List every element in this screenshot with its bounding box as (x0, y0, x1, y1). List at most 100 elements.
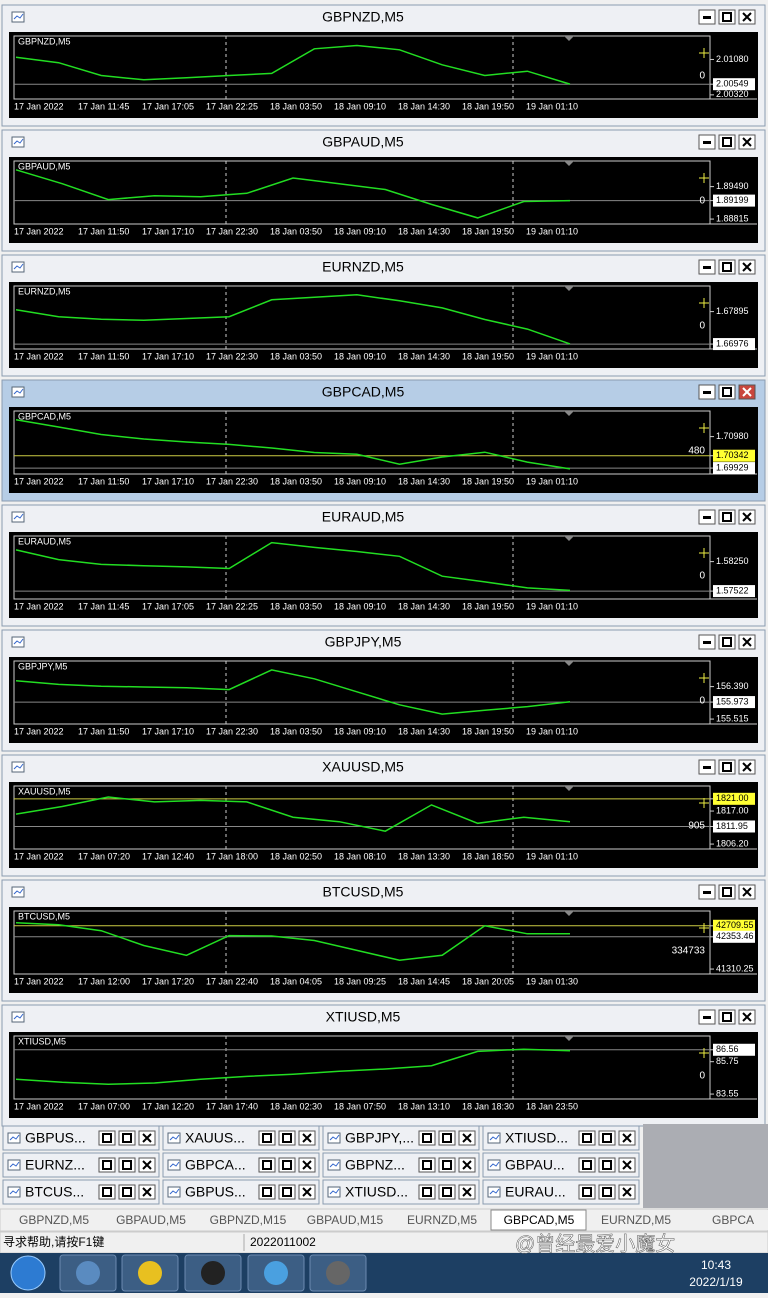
icon (703, 16, 711, 19)
icon (703, 766, 711, 769)
x-tick-label: 18 Jan 20:05 (462, 976, 514, 986)
icon (9, 1161, 20, 1168)
minimized-title: EURAU... (505, 1184, 566, 1200)
icon (703, 641, 711, 644)
chart-area (9, 782, 758, 868)
icon (742, 1012, 752, 1022)
tab[interactable] (297, 1210, 392, 1230)
icon (622, 1133, 632, 1143)
symbol-label: BTCUSD,M5 (18, 911, 70, 921)
price-label: 1.67895 (716, 306, 749, 316)
crosshair (699, 798, 709, 808)
x-tick-label: 18 Jan 18:50 (462, 851, 514, 861)
plot-frame (13, 35, 711, 100)
crosshair (699, 173, 709, 183)
icon (703, 391, 711, 394)
minimized-title: GBPUS... (25, 1130, 86, 1146)
x-tick-label: 17 Jan 2022 (14, 226, 64, 236)
indicator-value: 480 (688, 446, 705, 457)
x-tick-label: 17 Jan 12:40 (142, 851, 194, 861)
plot-frame (13, 910, 711, 975)
icon (262, 1133, 272, 1143)
icon (169, 1134, 180, 1141)
x-tick-label: 17 Jan 2022 (14, 726, 64, 736)
icon (582, 1133, 592, 1143)
x-tick-label: 18 Jan 09:10 (334, 601, 386, 611)
price-line-series (15, 294, 571, 345)
tab[interactable] (490, 1209, 587, 1231)
tab-label: GBPNZD,M15 (210, 1213, 287, 1227)
icon (582, 1160, 592, 1170)
x-tick-label: 18 Jan 13:30 (398, 851, 450, 861)
status-help: 寻求帮助,请按F1键 (3, 1235, 104, 1249)
x-tick-label: 18 Jan 03:50 (270, 101, 322, 111)
window-title: GBPJPY,M5 (325, 634, 402, 650)
minimized-window[interactable] (482, 1179, 640, 1205)
symbol-label: GBPCAD,M5 (18, 411, 71, 421)
x-tick-label: 17 Jan 11:50 (78, 476, 129, 486)
symbol-label: GBPNZD,M5 (18, 36, 71, 46)
indicator-value: 0 (699, 321, 705, 332)
price-box (713, 792, 755, 805)
icon (262, 1160, 272, 1170)
price-label: 83.55 (716, 1088, 739, 1098)
start-button[interactable] (10, 1255, 46, 1291)
icon (602, 1187, 612, 1197)
price-label: 1.70980 (716, 431, 749, 441)
icon (102, 1187, 112, 1197)
x-tick-label: 18 Jan 09:10 (334, 226, 386, 236)
price-box (713, 462, 755, 475)
price-line-series (15, 44, 571, 85)
window-title: GBPAUD,M5 (322, 134, 404, 150)
icon (489, 1188, 500, 1195)
x-tick-label: 17 Jan 17:10 (142, 476, 194, 486)
price-label: 42709.55 (716, 920, 754, 930)
tab[interactable] (6, 1210, 101, 1230)
icon (722, 512, 732, 522)
price-line-series (15, 922, 570, 961)
price-label: 2.00320 (716, 89, 749, 99)
price-label: 1.57522 (716, 585, 749, 595)
price-line-series (15, 1048, 571, 1085)
icon (13, 888, 24, 895)
x-tick-label: 18 Jan 19:50 (462, 101, 514, 111)
icon (722, 387, 732, 397)
x-tick-label: 17 Jan 22:30 (206, 726, 258, 736)
price-label: 156.390 (716, 681, 749, 691)
price-label: 1.89199 (716, 195, 749, 205)
indicator-value: 0 (699, 196, 705, 207)
icon (489, 1161, 500, 1168)
crosshair (699, 423, 709, 433)
symbol-label: XTIUSD,M5 (18, 1036, 66, 1046)
x-tick-label: 17 Jan 22:25 (206, 601, 258, 611)
icon (13, 263, 24, 270)
icon (422, 1160, 432, 1170)
symbol-label: GBPJPY,M5 (18, 661, 67, 671)
tab[interactable] (685, 1210, 768, 1230)
price-box (713, 338, 755, 351)
tab[interactable] (394, 1210, 489, 1230)
icon (13, 513, 24, 520)
tab[interactable] (103, 1210, 198, 1230)
tab[interactable] (588, 1210, 683, 1230)
icon (329, 1188, 340, 1195)
shift-marker (564, 161, 574, 166)
tab[interactable] (200, 1210, 295, 1230)
x-tick-label: 17 Jan 2022 (14, 101, 64, 111)
icon (13, 1013, 24, 1020)
icon (122, 1160, 132, 1170)
icon (462, 1160, 472, 1170)
icon (329, 1134, 340, 1141)
shift-marker (564, 36, 574, 41)
crosshair (699, 923, 709, 933)
icon (722, 887, 732, 897)
plot-frame (13, 785, 711, 850)
window-title: GBPCAD,M5 (322, 384, 405, 400)
minimized-title: XAUUS... (185, 1130, 245, 1146)
x-tick-label: 17 Jan 17:40 (206, 1101, 258, 1111)
chart-area (9, 1032, 758, 1118)
clock-time: 10:43 (701, 1258, 731, 1272)
x-tick-label: 18 Jan 14:30 (398, 101, 450, 111)
